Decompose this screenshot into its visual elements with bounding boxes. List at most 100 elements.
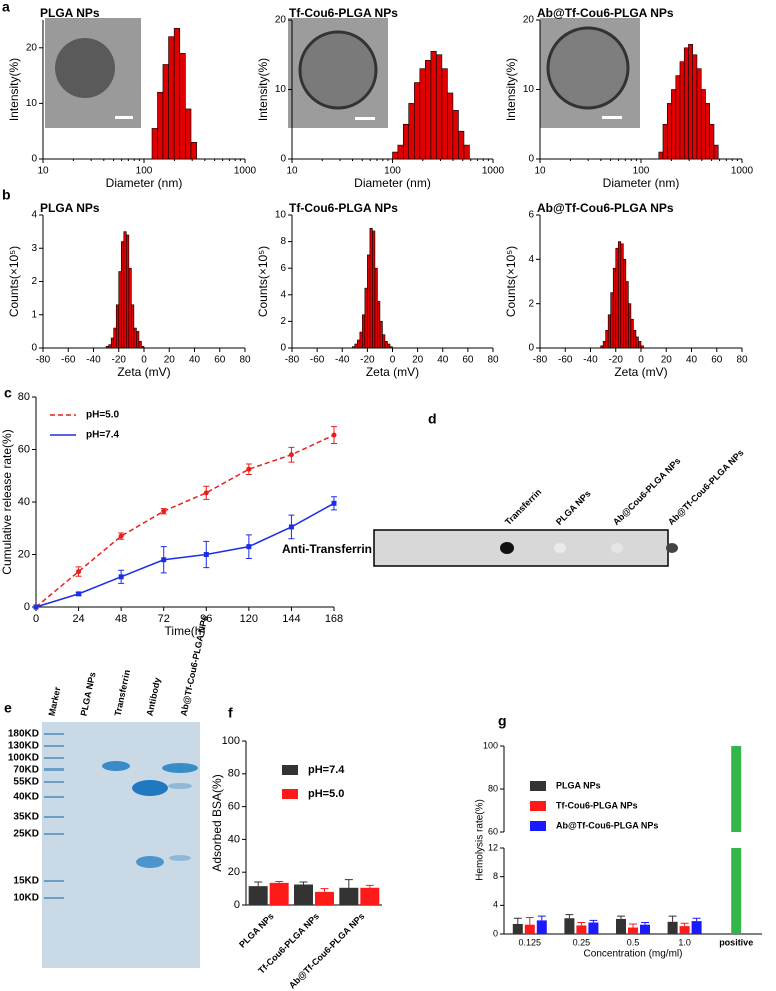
y-tick-label: 8 (493, 871, 498, 881)
legend-swatch (282, 789, 298, 799)
bar (128, 267, 132, 349)
bar (138, 341, 142, 349)
x-tick-label: 0.5 (627, 937, 640, 947)
blot-lane-label: PLGA NPs (554, 488, 593, 527)
bar (683, 47, 689, 160)
bar (638, 341, 642, 349)
bar (564, 918, 575, 934)
chart-title: Tf-Cou6-PLGA NPs (289, 201, 398, 215)
y-tick-label: 60 (228, 801, 240, 813)
y-tick-label: 100 (222, 735, 240, 747)
data-point (76, 591, 82, 597)
panel-label: g (498, 713, 507, 729)
gel-marker-label: 100KD (8, 753, 39, 764)
error-bar (320, 888, 329, 892)
error-bar (299, 881, 308, 885)
y-tick-label: 0 (234, 899, 240, 911)
bar (635, 336, 639, 349)
panel-label: a (2, 0, 10, 15)
chart-title: Ab@Tf-Cou6-PLGA NPs (537, 201, 674, 215)
y-axis-label: Cumulative release rate(%) (0, 429, 14, 574)
bar (157, 91, 164, 160)
x-tick-label: -20 (360, 355, 375, 366)
bar (612, 267, 617, 349)
x-tick-label: -80 (285, 355, 300, 366)
legend-label: PLGA NPs (556, 780, 601, 790)
bar (524, 924, 535, 934)
bar (362, 314, 366, 349)
y-tick-label: 4 (31, 210, 37, 221)
gel-marker-label: 70KD (13, 765, 39, 776)
data-point (118, 533, 124, 539)
x-axis-label: Diameter (nm) (106, 176, 183, 190)
error-bar (365, 884, 374, 888)
bar (667, 921, 678, 934)
y-tick-label: 60 (488, 826, 498, 836)
x-tick-label: -80 (36, 355, 51, 366)
gel-marker-label: 55KD (13, 777, 39, 788)
bar (131, 304, 135, 349)
bar (625, 281, 629, 349)
y-axis-label: Intensity(%) (7, 58, 21, 121)
bar (600, 345, 604, 349)
bar (115, 304, 120, 349)
x-tick-label: 40 (189, 355, 201, 366)
x-tick-label: 24 (72, 613, 84, 625)
legend-label: pH=5.0 (86, 410, 120, 421)
data-point (161, 557, 167, 563)
x-axis-label: Concentration (mg/ml) (584, 949, 683, 960)
x-axis-label: Time(h) (165, 624, 206, 638)
bar (173, 28, 181, 160)
y-tick-label: 1 (31, 309, 37, 320)
y-tick-label: 6 (280, 263, 286, 274)
bar (615, 247, 619, 349)
panel-label: f (228, 705, 233, 721)
bar (105, 346, 109, 349)
bar (113, 327, 117, 349)
bar (691, 921, 702, 934)
x-tick-label: PLGA NPs (237, 911, 276, 950)
data-point (246, 466, 252, 472)
data-point (118, 574, 124, 580)
tem-inset (288, 18, 388, 128)
x-tick-label: 10 (286, 166, 298, 177)
y-tick-label: 0 (24, 601, 30, 613)
bar (675, 75, 681, 160)
bar (512, 923, 523, 934)
error-bar (668, 915, 677, 922)
y-tick-label: 10 (26, 98, 38, 109)
bar (602, 341, 606, 349)
x-tick-label: 80 (487, 355, 499, 366)
panel-label: d (428, 411, 437, 427)
bar (126, 234, 130, 349)
data-point (33, 604, 39, 610)
y-axis-label: Counts(×10⁵) (256, 246, 270, 317)
bar (179, 53, 186, 160)
bar (640, 345, 644, 349)
x-tick-label: -40 (335, 355, 350, 366)
error-bar (692, 917, 701, 922)
bar (610, 292, 614, 349)
error-bar (254, 881, 263, 887)
x-tick-label: -80 (533, 355, 548, 366)
x-tick-label: Ab@Tf-Cou6-PLGA NPs (287, 911, 367, 991)
tem-inset (45, 18, 141, 128)
error-bar (617, 915, 625, 919)
x-tick-label: 20 (412, 355, 424, 366)
bar (351, 346, 356, 349)
x-tick-label: -20 (609, 355, 624, 366)
x-tick-label: 100 (136, 166, 153, 177)
bar (623, 259, 627, 349)
bar (168, 36, 175, 160)
bar (359, 331, 363, 349)
x-tick-label: 0 (141, 355, 147, 366)
bar (419, 68, 426, 160)
x-tick-label: 80 (239, 355, 251, 366)
error-bar (344, 879, 353, 888)
error-bar (537, 915, 546, 921)
x-tick-label: 1000 (482, 166, 505, 177)
data-point (203, 490, 209, 496)
y-tick-label: 20 (523, 15, 535, 26)
y-tick-label: 20 (26, 42, 38, 53)
